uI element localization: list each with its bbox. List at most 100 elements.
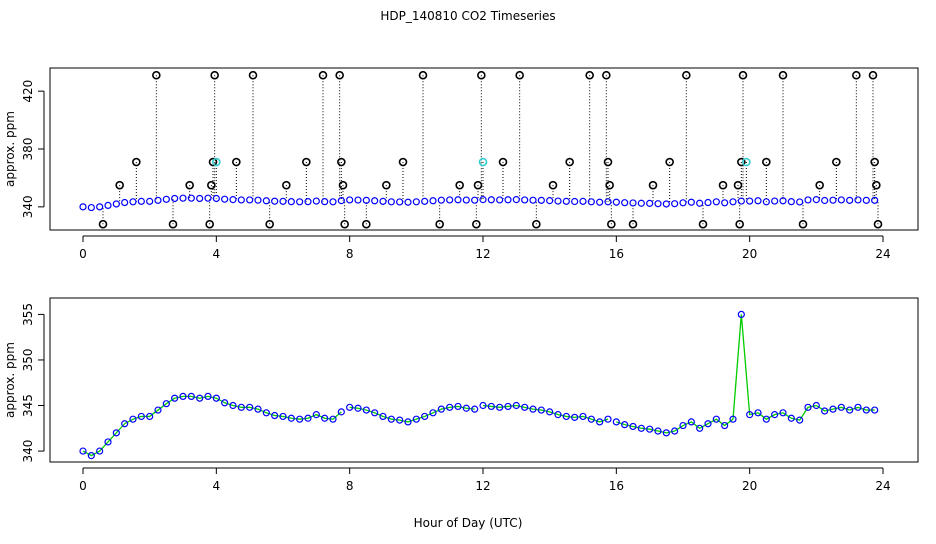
outlier-point (778, 70, 788, 80)
point (554, 411, 562, 419)
x-tick-label: 16 (609, 247, 624, 261)
point (321, 198, 329, 206)
point (779, 409, 787, 417)
point (662, 429, 670, 437)
point (846, 196, 854, 204)
point (354, 404, 362, 412)
point (787, 198, 795, 206)
point (829, 196, 837, 204)
outlier-point (340, 219, 349, 229)
point (679, 199, 687, 207)
point (421, 197, 429, 205)
outlier-point (435, 219, 444, 229)
outlier-point (478, 157, 488, 167)
outlier-point (498, 157, 508, 167)
outlier-point (565, 157, 574, 167)
x-tick-label: 8 (346, 479, 354, 493)
point (562, 197, 570, 205)
line-segment (82, 395, 342, 457)
point (279, 412, 287, 421)
point (546, 197, 554, 205)
point (87, 203, 95, 212)
point (721, 199, 729, 207)
point (704, 198, 712, 207)
outlier-point (210, 70, 219, 80)
point (704, 420, 712, 428)
outlier-point (868, 70, 878, 80)
point (479, 401, 487, 410)
point (629, 199, 637, 207)
outlier-point (302, 157, 311, 167)
point (587, 415, 595, 423)
point (571, 413, 579, 421)
x-tick-label: 20 (742, 247, 757, 261)
point (96, 203, 104, 211)
point (687, 418, 695, 426)
point (437, 196, 445, 204)
point (471, 405, 479, 413)
point (354, 196, 362, 204)
x-tick-label: 24 (875, 479, 890, 493)
point (204, 392, 212, 400)
point (237, 196, 245, 204)
outlier-point (477, 70, 486, 80)
outlier-point (207, 180, 216, 190)
point (521, 403, 529, 411)
point (746, 197, 754, 205)
outlier-point (607, 219, 616, 229)
point (746, 411, 754, 419)
x-axis-label: Hour of Day (UTC) (414, 516, 523, 530)
x-tick-label: 20 (742, 479, 757, 493)
point (296, 415, 304, 423)
point (221, 399, 229, 407)
point (112, 429, 120, 437)
point (837, 196, 845, 204)
outlier-point (548, 180, 558, 190)
x-tick-label: 12 (475, 479, 490, 493)
outlier-point (698, 219, 708, 229)
point (412, 415, 420, 423)
point (621, 199, 629, 207)
point (862, 196, 870, 204)
outlier-point (682, 70, 691, 80)
point (487, 402, 495, 411)
point (654, 200, 662, 208)
outlier-point (418, 70, 428, 80)
outlier-point (738, 70, 748, 80)
point (512, 401, 520, 410)
outlier-point (473, 180, 483, 190)
point (346, 403, 354, 411)
outlier-point (168, 219, 178, 229)
point (179, 392, 187, 400)
point (137, 197, 145, 205)
point (854, 196, 862, 204)
point (404, 198, 412, 206)
outlier-point (515, 70, 524, 80)
point (521, 196, 529, 204)
outlier-point (815, 180, 824, 190)
y-tick-label: 380 (21, 138, 35, 161)
point (862, 406, 870, 414)
plot-box (49, 67, 919, 231)
outlier-point (852, 70, 861, 80)
y-tick-label: 420 (21, 80, 35, 103)
point (696, 424, 704, 432)
outlier-point (870, 157, 879, 167)
x-tick-label: 24 (875, 247, 890, 261)
point (737, 310, 745, 318)
point (254, 405, 262, 413)
point (579, 412, 587, 421)
point (204, 194, 212, 202)
point (812, 196, 820, 204)
outlier-point (205, 219, 214, 229)
y-tick-label: 345 (21, 394, 35, 417)
x-tick-label: 0 (79, 247, 87, 261)
point (712, 415, 720, 423)
point (837, 403, 845, 411)
point (179, 194, 187, 202)
outlier-point (362, 219, 371, 229)
point (646, 425, 654, 433)
point (321, 414, 329, 422)
outlier-point (762, 157, 771, 167)
point (537, 406, 545, 414)
